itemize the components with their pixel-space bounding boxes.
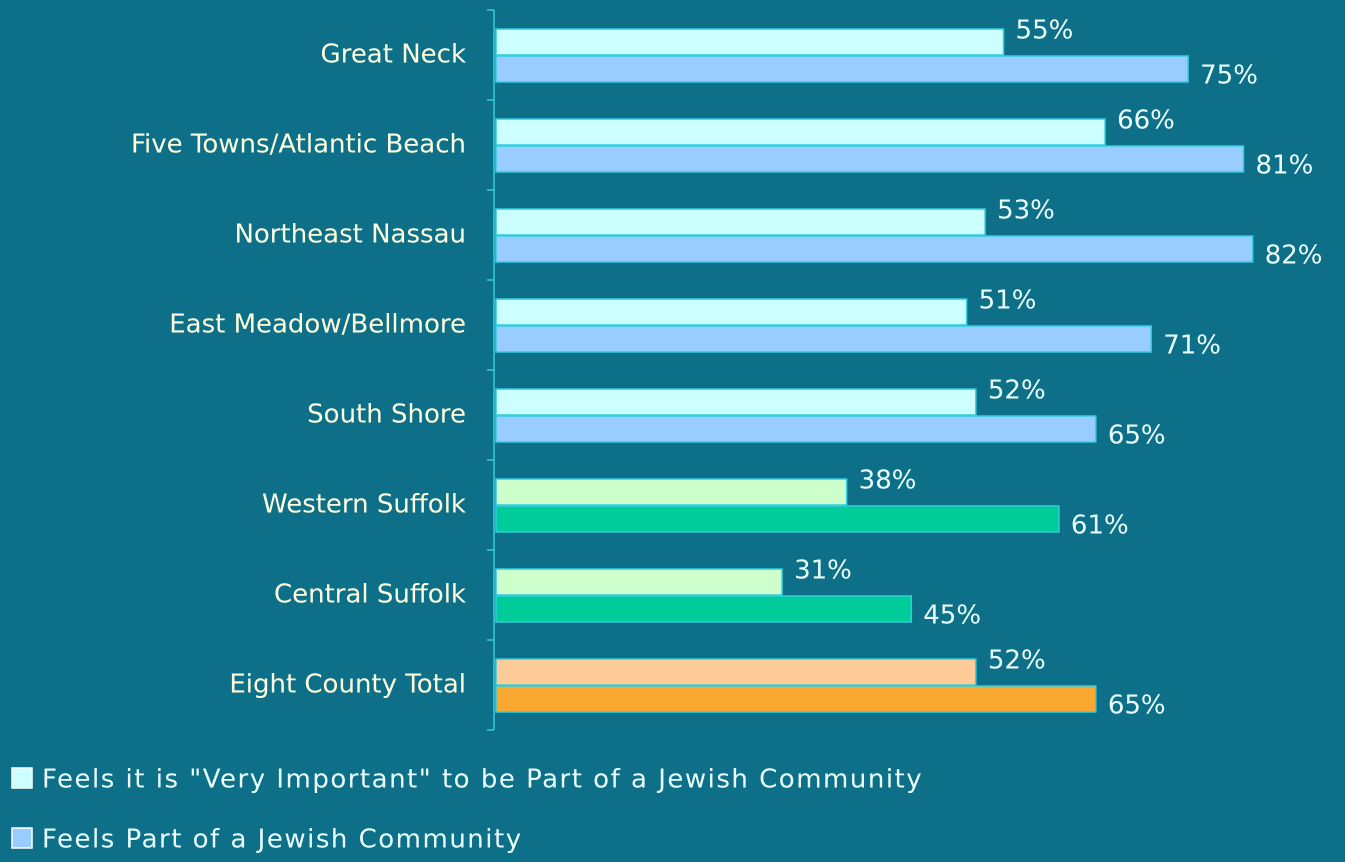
category-label: Central Suffolk bbox=[274, 580, 466, 610]
bar bbox=[495, 325, 1152, 353]
value-label: 61% bbox=[1071, 511, 1129, 541]
bar bbox=[495, 505, 1060, 533]
bar bbox=[495, 478, 848, 506]
value-label: 65% bbox=[1108, 421, 1166, 451]
value-label: 81% bbox=[1255, 151, 1313, 181]
category-label: Five Towns/Atlantic Beach bbox=[131, 130, 466, 160]
value-label: 45% bbox=[923, 601, 981, 631]
bar bbox=[495, 118, 1106, 146]
value-label: 75% bbox=[1200, 61, 1258, 91]
value-label: 38% bbox=[859, 466, 917, 496]
value-label: 55% bbox=[1016, 16, 1074, 46]
bar bbox=[495, 415, 1097, 443]
legend-swatch bbox=[11, 767, 33, 789]
legend-label: Feels Part of a Jewish Community bbox=[42, 825, 523, 855]
value-label: 51% bbox=[979, 286, 1037, 316]
category-label: Western Suffolk bbox=[262, 490, 466, 520]
category-label: South Shore bbox=[307, 400, 466, 430]
bar bbox=[495, 145, 1245, 173]
legend-swatch bbox=[11, 827, 33, 849]
bar bbox=[495, 685, 1097, 713]
category-label: Northeast Nassau bbox=[234, 220, 466, 250]
value-label: 53% bbox=[997, 196, 1055, 226]
value-label: 52% bbox=[988, 646, 1046, 676]
bar bbox=[495, 55, 1189, 83]
category-label: Eight County Total bbox=[229, 670, 466, 700]
value-label: 66% bbox=[1117, 106, 1175, 136]
value-label: 31% bbox=[794, 556, 852, 586]
value-label: 52% bbox=[988, 376, 1046, 406]
bar bbox=[495, 595, 913, 623]
bar bbox=[495, 208, 986, 236]
bar bbox=[495, 235, 1254, 263]
bar bbox=[495, 298, 968, 326]
value-label: 71% bbox=[1163, 331, 1221, 361]
category-label: Great Neck bbox=[321, 40, 466, 70]
category-label: East Meadow/Bellmore bbox=[169, 310, 466, 340]
bar bbox=[495, 28, 1005, 56]
legend-label: Feels it is "Very Important" to be Part … bbox=[42, 765, 923, 795]
bar bbox=[495, 568, 783, 596]
value-label: 65% bbox=[1108, 691, 1166, 721]
value-label: 82% bbox=[1265, 241, 1323, 271]
bar bbox=[495, 658, 977, 686]
bar bbox=[495, 388, 977, 416]
